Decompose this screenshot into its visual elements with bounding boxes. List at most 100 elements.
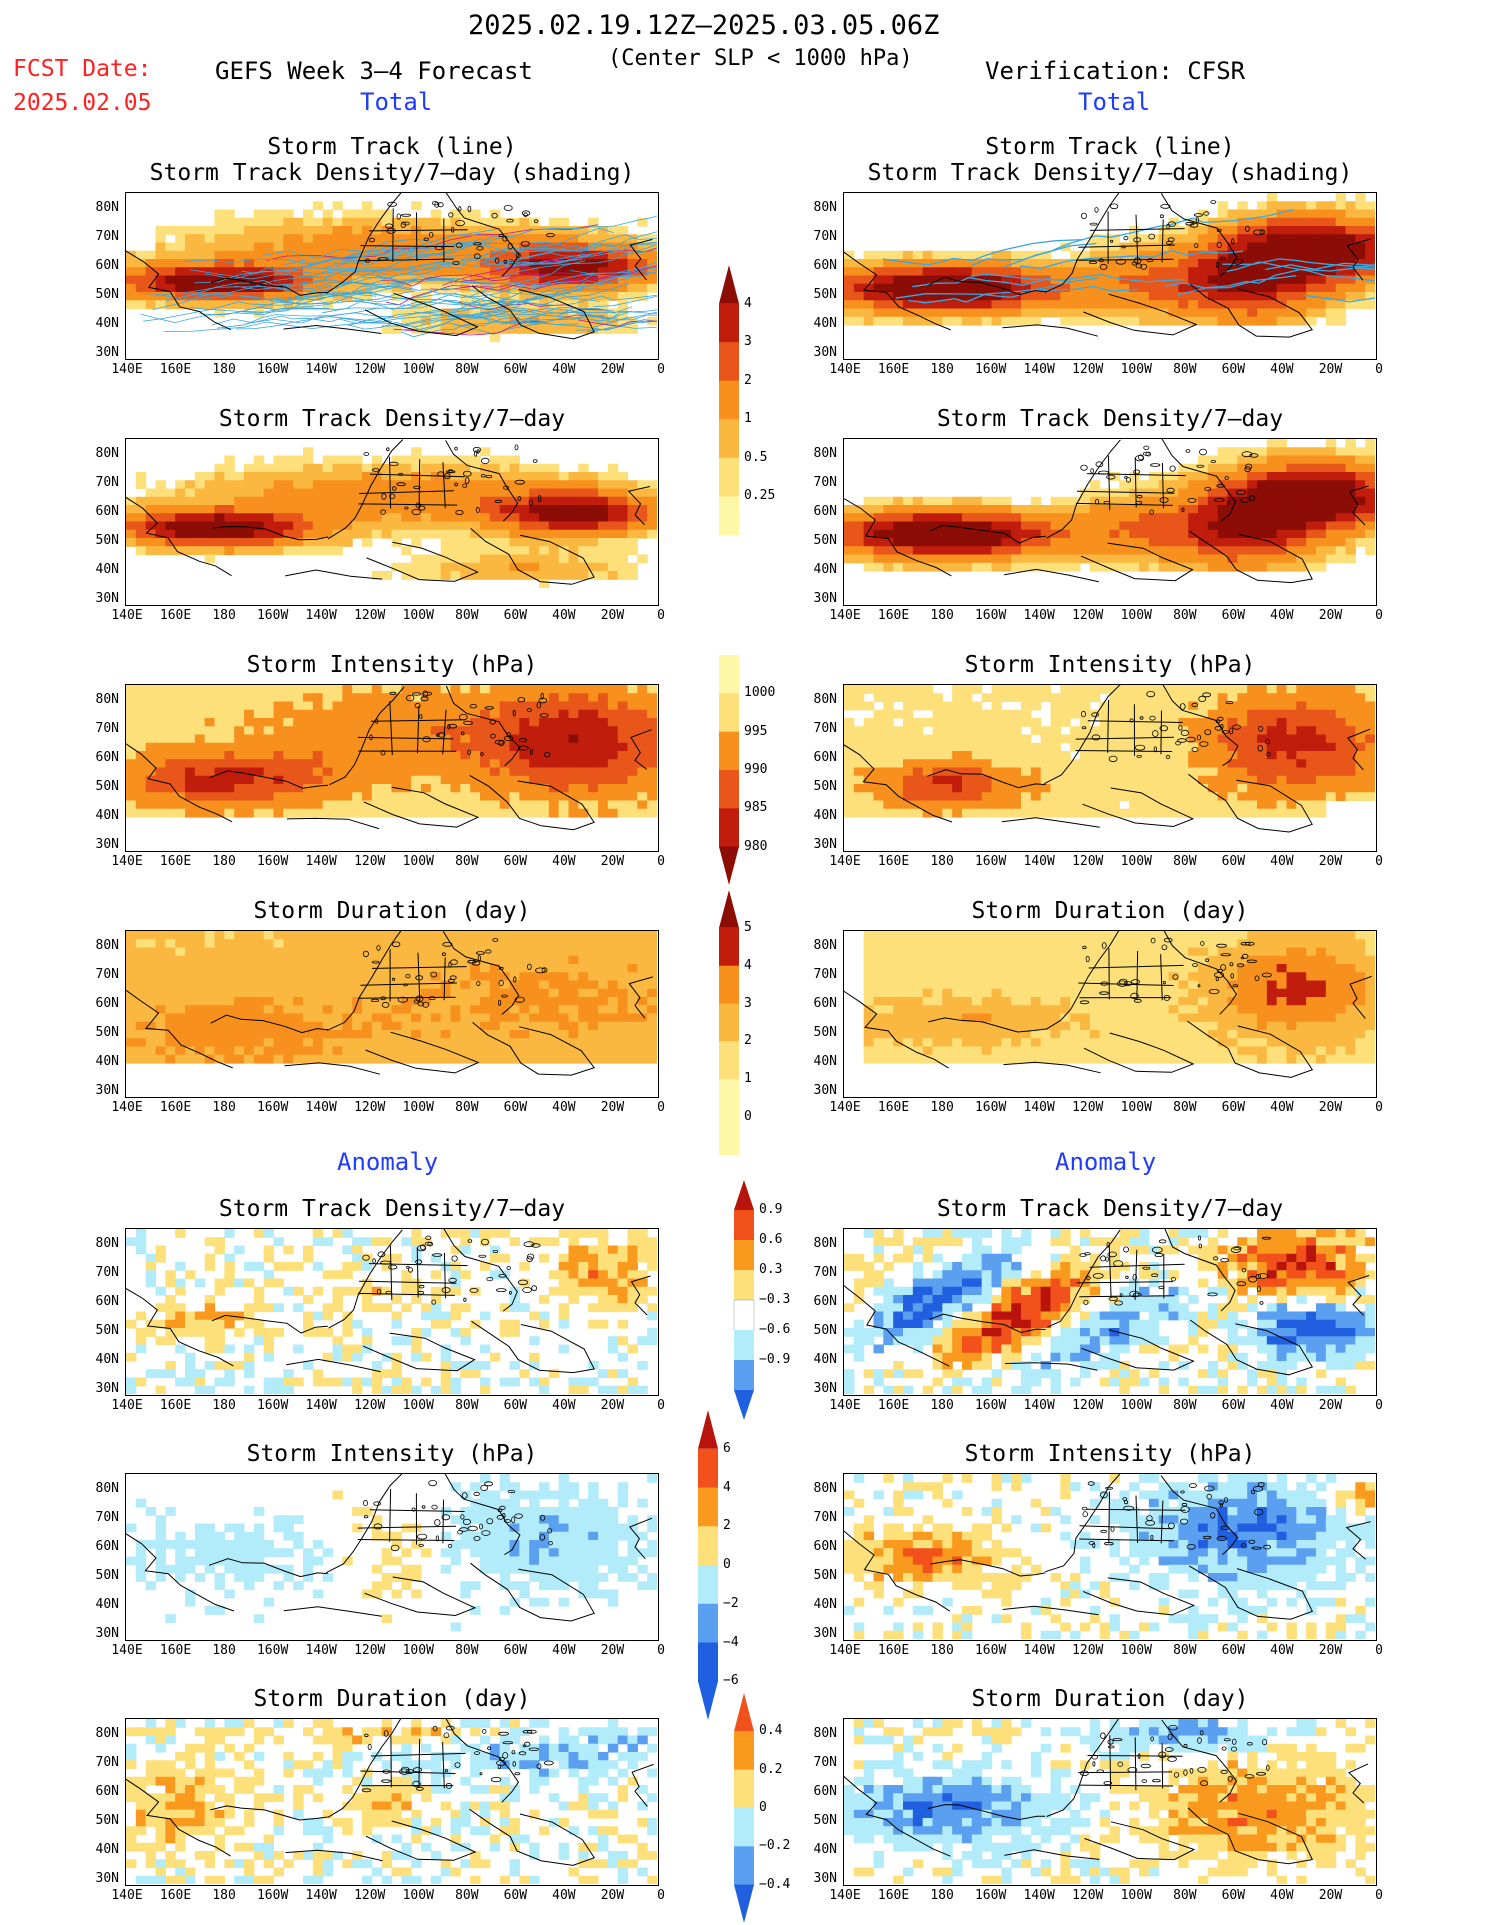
verification-label: Verification: CFSR <box>985 57 1246 85</box>
panel-track-cfsr-lat-label: 40N <box>813 316 837 331</box>
panel-aintensity-cfsr-coastlines <box>844 1474 1371 1620</box>
panel-intensity-gefs-lon-label: 20W <box>600 854 625 869</box>
panel-track-cfsr-lat-label: 30N <box>813 345 837 360</box>
colorbar-density-total-swatch <box>719 457 739 497</box>
panel-density-cfsr-lat-label: 50N <box>813 533 837 548</box>
panel-track-gefs-lat-label: 70N <box>95 229 119 244</box>
panel-adensity-cfsr-lon-label: 80W <box>1173 1398 1197 1413</box>
colorbar-duration-anom-swatch <box>734 1693 754 1732</box>
colorbar-intensity-anom-swatch <box>698 1410 718 1449</box>
panel-density-gefs-lon-label: 80W <box>455 608 479 623</box>
panel-adensity-gefs-lon-label: 140E <box>111 1398 143 1413</box>
panel-adensity-cfsr-lon-label: 100W <box>1120 1398 1152 1413</box>
panel-density-cfsr <box>843 438 1377 606</box>
panel-aintensity-cfsr-lat-label: 40N <box>813 1597 837 1612</box>
panel-track-cfsr <box>843 192 1377 360</box>
panel-intensity-cfsr-lon-label: 120W <box>1072 854 1104 869</box>
colorbar-intensity-total <box>719 655 739 885</box>
panel-aduration-cfsr-lat-label: 70N <box>813 1755 837 1770</box>
panel-track-cfsr-title: Storm Track (line) <box>985 134 1235 160</box>
colorbar-duration-anom-swatch <box>734 1731 754 1771</box>
panel-density-cfsr-lon-label: 20W <box>1318 608 1343 623</box>
colorbar-density-anom-swatch <box>734 1360 754 1391</box>
colorbar-duration-anom-swatch <box>734 1769 754 1809</box>
panel-aduration-cfsr-lon-label: 0 <box>1375 1888 1383 1903</box>
colorbar-duration-total-label: 3 <box>744 995 752 1011</box>
colorbar-density-anom-label: −0.6 <box>759 1322 791 1337</box>
panel-aintensity-gefs-lon-label: 140W <box>305 1643 337 1658</box>
colorbar-intensity-anom-swatch <box>698 1642 718 1682</box>
colorbar-intensity-total-swatch <box>719 693 739 733</box>
panel-duration-cfsr-lat-label: 60N <box>813 996 837 1011</box>
panel-aduration-gefs-lon-label: 140W <box>305 1888 337 1903</box>
panel-adensity-gefs-lon-label: 160E <box>159 1398 192 1413</box>
section-anomaly-left: Anomaly <box>337 1148 439 1176</box>
colorbar-density-anom-label: 0.9 <box>759 1202 783 1217</box>
panel-adensity-cfsr-lon-label: 0 <box>1375 1398 1383 1413</box>
colorbar-duration-total-label: 0 <box>744 1109 752 1125</box>
colorbar-intensity-total-swatch <box>719 770 739 809</box>
panel-intensity-gefs-lon-label: 180 <box>212 854 236 869</box>
panel-aduration-gefs-lon-label: 0 <box>657 1888 665 1903</box>
colorbar-intensity-anom-label: −2 <box>723 1595 739 1611</box>
panel-track-gefs-title-2: Storm Track Density/7–day (shading) <box>149 160 635 186</box>
panel-intensity-cfsr-title: Storm Intensity (hPa) <box>964 652 1256 678</box>
panel-aintensity-gefs-coastlines <box>126 1474 653 1622</box>
slp-subtitle: (Center SLP < 1000 hPa) <box>608 46 913 71</box>
panel-aduration-gefs <box>125 1718 659 1886</box>
colorbar-intensity-anom-swatch <box>698 1603 718 1643</box>
panel-aduration-gefs-lon-label: 140E <box>111 1888 143 1903</box>
colorbar-intensity-total-label: 995 <box>744 723 768 739</box>
panel-intensity-gefs <box>125 684 659 852</box>
panel-adensity-gefs-title: Storm Track Density/7–day <box>218 1196 566 1222</box>
section-total-right: Total <box>1078 88 1151 116</box>
colorbar-density-anom-swatch <box>734 1270 754 1301</box>
colorbar-intensity-total-swatch <box>719 655 739 694</box>
panel-adensity-gefs <box>125 1228 659 1396</box>
colorbar-density-total-swatch <box>719 496 739 536</box>
panel-aintensity-gefs-lon-label: 0 <box>657 1643 665 1658</box>
panel-duration-gefs-lat-label: 70N <box>95 967 119 982</box>
panel-track-gefs-lon-label: 80W <box>455 362 479 377</box>
panel-adensity-cfsr-lon-label: 120W <box>1072 1398 1104 1413</box>
panel-aintensity-gefs-lon-label: 100W <box>402 1643 434 1658</box>
panel-aintensity-cfsr-lon-label: 20W <box>1318 1643 1343 1658</box>
panel-aduration-cfsr-map <box>844 1719 1375 1884</box>
date-range-title: 2025.02.19.12Z–2025.03.05.06Z <box>468 10 940 41</box>
panel-track-gefs-lon-label: 60W <box>503 362 528 377</box>
panel-track-gefs-lon-label: 180 <box>212 362 236 377</box>
panel-intensity-gefs-lon-label: 160E <box>159 854 192 869</box>
panel-track-cfsr-map <box>844 193 1375 338</box>
panel-intensity-gefs-lat-label: 40N <box>95 808 119 823</box>
section-total-left: Total <box>360 88 433 116</box>
panel-aduration-gefs-lat-label: 80N <box>95 1726 119 1741</box>
panel-track-cfsr-lon-label: 80W <box>1173 362 1197 377</box>
panel-duration-cfsr-lat-label: 30N <box>813 1083 837 1098</box>
panel-track-gefs-lat-label: 50N <box>95 287 119 302</box>
panel-aduration-cfsr-lat-label: 80N <box>813 1726 837 1741</box>
colorbar-intensity-anom-label: 0 <box>723 1557 731 1572</box>
colorbar-intensity-anom-label: −6 <box>723 1673 739 1689</box>
colorbar-density-total-swatch <box>719 265 739 304</box>
panel-adensity-gefs-lon-label: 40W <box>552 1398 576 1413</box>
panel-intensity-cfsr-map <box>844 685 1375 833</box>
panel-adensity-cfsr-title: Storm Track Density/7–day <box>936 1196 1284 1222</box>
colorbar-density-anom-swatch <box>734 1240 754 1271</box>
panel-intensity-cfsr-lon-label: 160W <box>974 854 1007 869</box>
panel-duration-gefs-lon-label: 20W <box>600 1100 625 1115</box>
panel-aduration-cfsr-shading <box>844 1719 1375 1884</box>
panel-duration-gefs-lat-label: 40N <box>95 1054 119 1069</box>
panel-intensity-cfsr-lon-label: 160E <box>877 854 910 869</box>
panel-adensity-gefs-lat-label: 40N <box>95 1352 119 1367</box>
panel-adensity-gefs-map <box>126 1229 657 1394</box>
colorbar-duration-anom <box>734 1693 754 1923</box>
panel-aduration-cfsr <box>843 1718 1377 1886</box>
colorbar-density-total-swatch <box>719 342 739 382</box>
panel-aintensity-cfsr-lat-label: 70N <box>813 1510 837 1525</box>
panel-duration-gefs-map <box>126 931 657 1076</box>
colorbar-duration-anom-swatch <box>734 1808 754 1847</box>
panel-adensity-gefs-lon-label: 100W <box>402 1398 434 1413</box>
panel-duration-cfsr-lon-label: 180 <box>930 1100 954 1115</box>
panel-density-gefs-lon-label: 100W <box>402 608 434 623</box>
panel-density-gefs-lon-label: 180 <box>212 608 236 623</box>
